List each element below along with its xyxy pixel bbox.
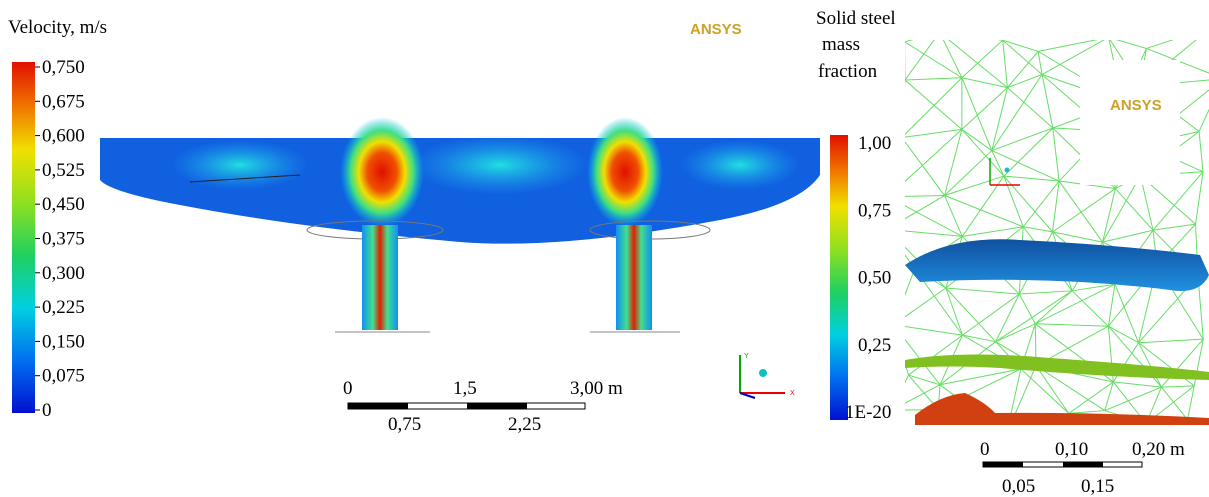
legend-title: Velocity, m/s	[8, 17, 107, 38]
mesh-edge	[940, 32, 1003, 40]
tick-label: 1,00	[858, 133, 891, 154]
tick-label: 0,225	[42, 297, 85, 318]
velocity-field	[100, 117, 820, 332]
tick-label: 0,600	[42, 126, 85, 147]
tick-label: 0,375	[42, 229, 85, 250]
logo: ANSYS	[1110, 97, 1162, 114]
tick-label: 0,300	[42, 263, 85, 284]
scale-bar	[348, 403, 585, 409]
scale-label: 0,75	[388, 414, 421, 435]
scale-label: 0,15	[1081, 476, 1114, 497]
legend-title: mass	[822, 34, 860, 55]
tick-label: 0,150	[42, 331, 85, 352]
scale-label: 0	[343, 378, 353, 399]
colorbar	[12, 62, 35, 413]
colorbar	[830, 135, 848, 420]
axis-triad	[740, 355, 785, 398]
tick-label: 0,525	[42, 160, 85, 181]
triad-label: Y	[744, 353, 749, 360]
tick-label: 0,75	[858, 200, 891, 221]
tick-label: 0,675	[42, 91, 85, 112]
legend-title: Solid steel	[816, 8, 896, 29]
figure: Velocity, m/s 0,7500,6750,6000,5250,4500…	[0, 0, 1209, 497]
scale-label: 3,00 m	[570, 378, 623, 399]
tick-label: 0,450	[42, 194, 85, 215]
scale-label: 0,05	[1002, 476, 1035, 497]
scale-label: 0,10	[1055, 439, 1088, 460]
legend-title: fraction	[818, 61, 878, 82]
tick-label: 0,50	[858, 268, 891, 289]
tick-label: 0,25	[858, 335, 891, 356]
scale-label: 1,5	[453, 378, 477, 399]
tick-label: 1E-20	[845, 402, 891, 423]
tick-label: 0	[42, 400, 52, 421]
tick-label: 0,075	[42, 366, 85, 387]
mesh-view	[887, 27, 1209, 434]
scale-label: 0	[980, 439, 990, 460]
scale-label: 2,25	[508, 414, 541, 435]
logo: ANSYS	[690, 21, 742, 38]
tick-label: 0,750	[42, 57, 85, 78]
triad-label: X	[790, 390, 795, 397]
mesh-edge	[902, 80, 905, 137]
scale-label: 0,20 m	[1132, 439, 1185, 460]
scale-bar	[983, 462, 1142, 467]
